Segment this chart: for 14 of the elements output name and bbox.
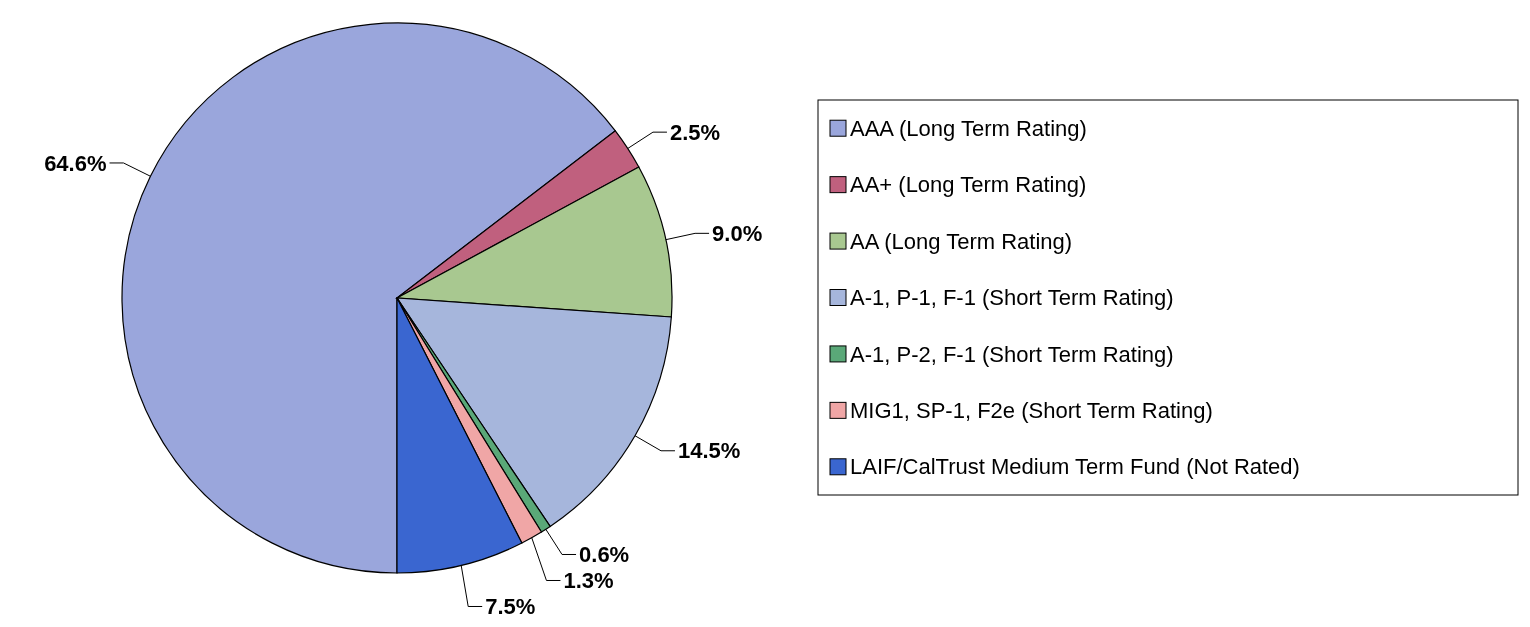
legend-label: MIG1, SP-1, F2e (Short Term Rating): [850, 398, 1213, 424]
data-label: 64.6%: [44, 150, 107, 176]
legend-label: LAIF/CalTrust Medium Term Fund (Not Rated): [850, 454, 1300, 480]
legend-label: A-1, P-1, F-1 (Short Term Rating): [850, 285, 1174, 311]
legend-label: A-1, P-2, F-1 (Short Term Rating): [850, 341, 1174, 367]
data-label: 2.5%: [669, 119, 721, 145]
data-label: 14.5%: [677, 438, 741, 464]
data-label: 9.0%: [712, 221, 763, 247]
data-label: 7.5%: [485, 594, 536, 620]
legend-label: AA (Long Term Rating): [850, 228, 1073, 254]
data-label: 1.3%: [563, 568, 614, 594]
legend-label: AAA (Long Term Rating): [850, 115, 1087, 141]
legend-label: AA+ (Long Term Rating): [850, 172, 1087, 198]
data-label: 0.6%: [579, 542, 630, 568]
